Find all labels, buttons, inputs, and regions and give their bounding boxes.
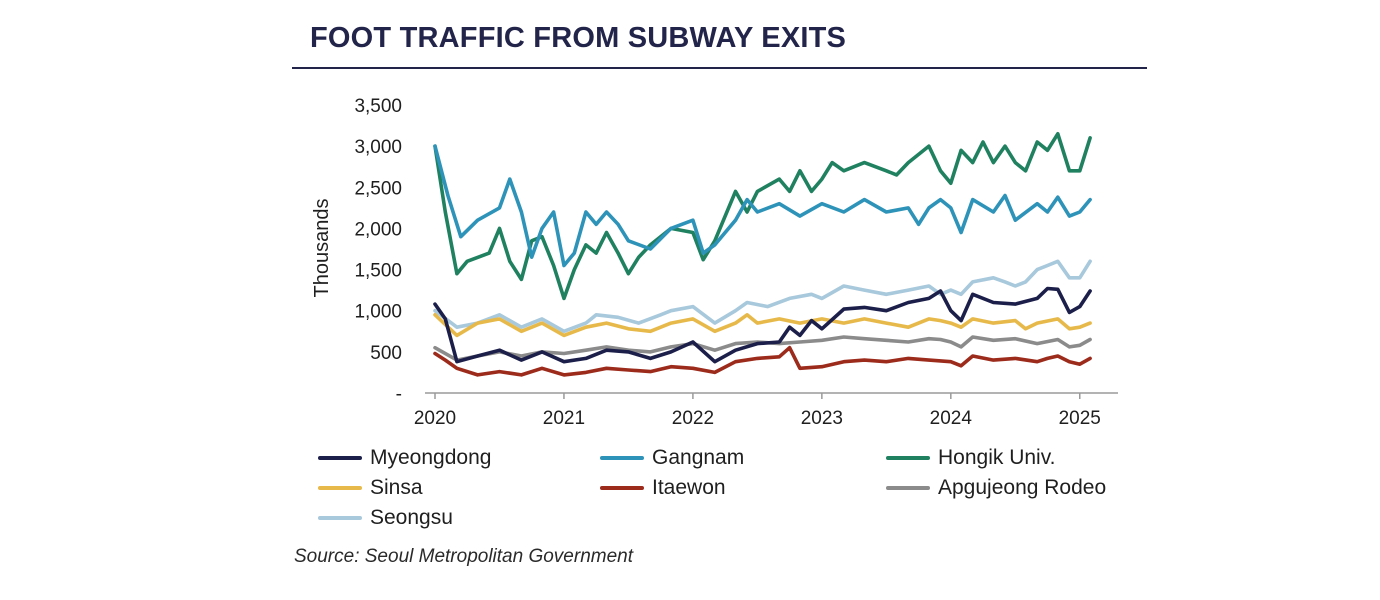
legend-item: Myeongdong	[318, 446, 491, 470]
chart-title: FOOT TRAFFIC FROM SUBWAY EXITS	[310, 22, 847, 54]
chart-axes	[425, 392, 1118, 399]
series-line-myeongdong	[433, 286, 1092, 364]
y-tick-label: 1,500	[354, 261, 402, 282]
y-axis-label: Thousands	[311, 199, 333, 298]
legend-swatch	[318, 516, 362, 520]
series-line-gangnam	[433, 144, 1092, 268]
legend-item: Itaewon	[600, 476, 726, 500]
series-line-apgujeong-rodeo	[433, 335, 1092, 362]
legend-item: Gangnam	[600, 446, 744, 470]
source-note: Source: Seoul Metropolitan Government	[294, 546, 634, 567]
title-rule	[292, 67, 1147, 69]
legend-swatch	[886, 486, 930, 490]
x-tick-label: 2025	[1059, 408, 1101, 429]
legend-label: Apgujeong Rodeo	[938, 476, 1107, 499]
legend-swatch	[318, 456, 362, 460]
y-tick-label: 3,500	[354, 96, 402, 117]
legend-item: Seongsu	[318, 506, 453, 530]
legend-label: Seongsu	[370, 506, 453, 529]
legend-label: Sinsa	[370, 476, 423, 499]
y-tick-labels: - 500 1,000 1,500 2,000 2,500 3,000 3,500	[354, 96, 402, 405]
y-tick-label: 500	[370, 343, 402, 364]
legend-swatch	[318, 486, 362, 490]
legend-label: Myeongdong	[370, 446, 492, 469]
y-tick-label: 2,000	[354, 219, 402, 240]
x-tick-labels: 2020 2021 2022 2023 2024 2025	[414, 408, 1101, 429]
series-line-sinsa	[433, 313, 1092, 338]
series-line-seongsu	[433, 259, 1092, 334]
x-tick-label: 2021	[543, 408, 585, 429]
legend-swatch	[600, 456, 644, 460]
x-tick-label: 2024	[930, 408, 973, 429]
x-tick-label: 2022	[672, 408, 714, 429]
legend-label: Itaewon	[652, 476, 726, 499]
legend-label: Hongik Univ.	[938, 446, 1056, 469]
x-tick-label: 2020	[414, 408, 456, 429]
y-tick-label: 1,000	[354, 302, 402, 323]
x-tick-label: 2023	[801, 408, 843, 429]
legend-item: Apgujeong Rodeo	[886, 476, 1106, 500]
legend-swatch	[600, 486, 644, 490]
legend-swatch	[886, 456, 930, 460]
y-tick-label: 3,000	[354, 137, 402, 158]
legend-item: Sinsa	[318, 476, 423, 500]
y-tick-label: 2,500	[354, 178, 402, 199]
series-lines	[433, 132, 1092, 377]
series-line-hongik-univ	[433, 132, 1092, 301]
legend-label: Gangnam	[652, 446, 745, 469]
legend-item: Hongik Univ.	[886, 446, 1056, 470]
series-line-itaewon	[433, 345, 1092, 377]
y-tick-label: -	[396, 384, 402, 405]
